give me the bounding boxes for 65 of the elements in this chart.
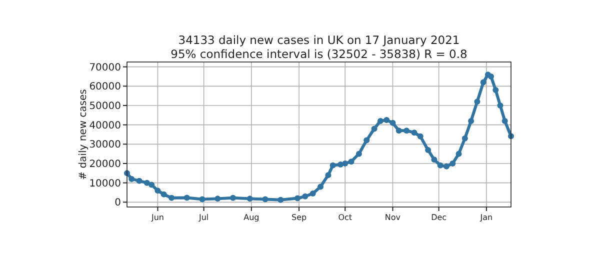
point [390, 120, 396, 126]
point [294, 195, 300, 202]
chart-subtitle: 95% confidence interval is (32502 - 35838) R = 0.8 [170, 47, 468, 61]
x-tick-label: Sep [291, 213, 307, 222]
y-tick-label: 70000 [89, 62, 121, 74]
point [474, 98, 480, 105]
y-tick-label: 50000 [89, 101, 121, 112]
x-tick-label: Oct [338, 213, 352, 222]
x-tick-label: Jul [198, 213, 209, 222]
point [160, 191, 167, 198]
x-tick-label: Aug [244, 213, 260, 222]
x-tick-label: Jan [479, 213, 493, 222]
y-tick-label: 60000 [89, 82, 121, 93]
y-axis-title: # daily new cases [78, 89, 89, 180]
point [302, 193, 308, 200]
point [431, 156, 438, 163]
point [492, 87, 499, 94]
point [184, 194, 190, 201]
point [278, 196, 284, 203]
x-tick-label: Dec [431, 213, 447, 222]
point [330, 162, 336, 168]
point [480, 79, 486, 86]
y-tick-label: 40000 [89, 120, 121, 132]
point [199, 196, 206, 202]
point [437, 162, 444, 168]
point [417, 133, 424, 140]
point [468, 118, 474, 124]
point [425, 146, 432, 153]
point [497, 102, 504, 108]
point [325, 172, 332, 178]
x-tick-label: Jun [150, 213, 164, 222]
y-tick-label: 30000 [89, 140, 121, 151]
point [246, 196, 253, 202]
point [450, 160, 456, 166]
point [214, 196, 221, 202]
point [318, 184, 324, 190]
point [371, 126, 378, 132]
point [411, 130, 418, 136]
point [128, 176, 135, 182]
y-tick-label: 10000 [89, 178, 121, 190]
chart-title: 34133 daily new cases in UK on 17 January 2021 [178, 33, 460, 47]
point [136, 178, 142, 184]
point [488, 74, 494, 80]
point [384, 117, 390, 123]
point [342, 160, 348, 166]
point [262, 196, 268, 202]
y-tick-label: 20000 [89, 159, 121, 170]
point [462, 135, 468, 142]
point [148, 182, 155, 188]
point [168, 194, 175, 201]
point [144, 180, 150, 186]
point [456, 150, 462, 157]
x-tick-label: Nov [384, 213, 401, 222]
point [356, 150, 362, 157]
point [443, 163, 450, 170]
point [377, 118, 384, 124]
point [502, 118, 508, 124]
point [396, 128, 402, 134]
point [364, 137, 370, 144]
point [404, 128, 410, 134]
point [310, 190, 316, 196]
y-tick-label: 0 [114, 198, 121, 209]
point [348, 158, 354, 165]
point [154, 188, 161, 194]
point [230, 194, 236, 201]
